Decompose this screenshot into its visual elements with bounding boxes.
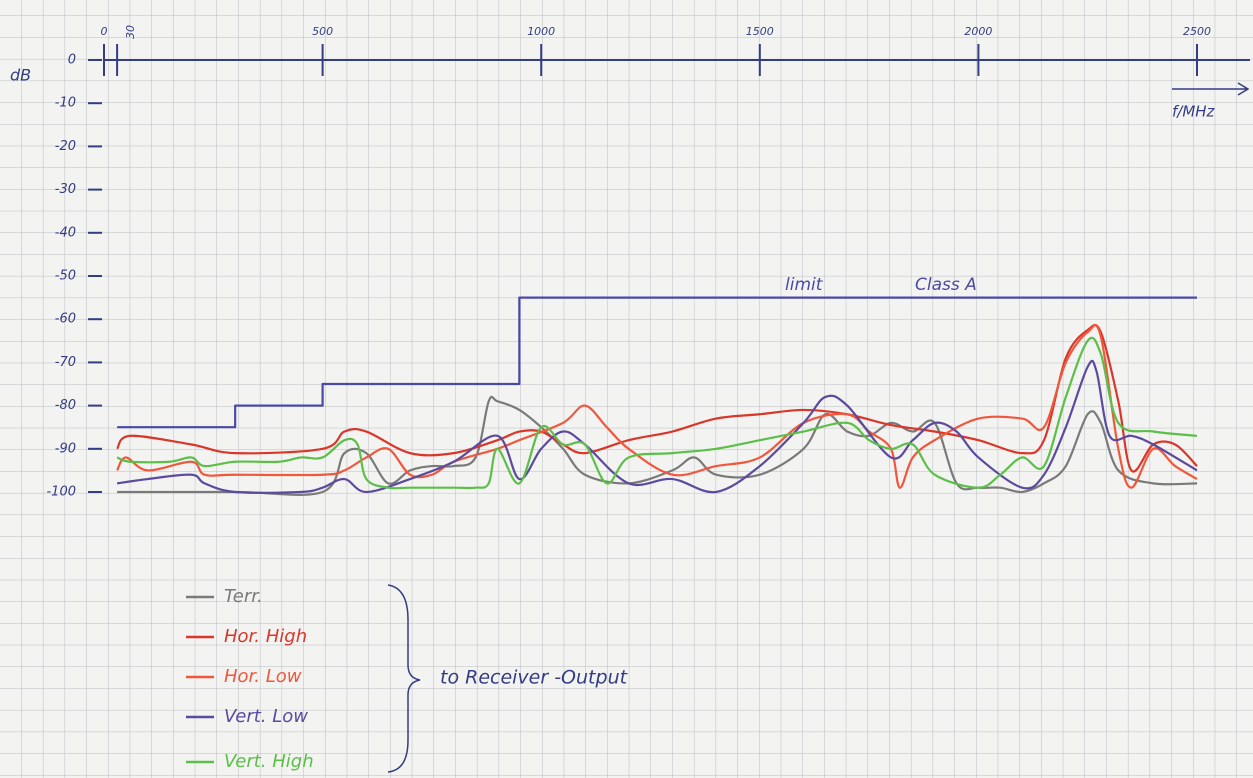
x-tick-label: 500 (312, 25, 333, 38)
x-axis-label: f/MHz (1172, 103, 1216, 121)
y-tick-label: -90 (55, 441, 76, 456)
y-tick-label: -50 (55, 269, 76, 284)
y-tick-label: -60 (55, 312, 76, 327)
x-tick-label: 2000 (964, 25, 992, 38)
y-tick-label: -100 (46, 485, 76, 500)
series-line (117, 296, 1197, 429)
legend-label: Terr. (224, 586, 263, 607)
legend-label: Vert. Low (224, 706, 308, 727)
y-tick-label: -20 (55, 139, 76, 154)
x-tick-label: 1500 (746, 25, 774, 38)
series-line (117, 395, 1198, 496)
legend-label: Hor. High (224, 626, 307, 647)
legend-label: Hor. Low (224, 666, 302, 687)
legend-brace (387, 584, 421, 773)
x-tick-label: 1000 (527, 25, 555, 38)
x-tick-label: 0 (101, 25, 108, 38)
series-line (116, 324, 1198, 489)
y-tick-label: -10 (55, 96, 76, 111)
y-tick-label: -70 (55, 355, 76, 370)
y-tick-label: -40 (55, 225, 76, 240)
series-line (116, 359, 1198, 494)
x-arrow (1172, 82, 1250, 96)
y-tick-label: 0 (68, 53, 76, 68)
y-tick-label: -30 (55, 182, 76, 197)
x-tick-label: 30 (124, 25, 137, 39)
y-tick-label: -80 (55, 398, 76, 413)
legend-label: Vert. High (224, 751, 314, 772)
annotation: limit (785, 275, 824, 295)
series-line (116, 336, 1198, 490)
x-tick-label: 2500 (1183, 25, 1211, 38)
y-axis-label: dB (10, 66, 31, 85)
annotation: to Receiver -Output (440, 667, 629, 689)
annotation: Class A (915, 275, 977, 295)
